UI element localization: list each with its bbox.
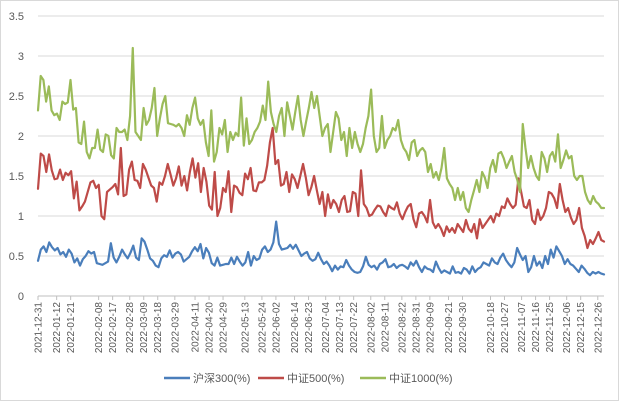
x-tick-label: 2022-04-29: [219, 302, 230, 354]
series-lines: [36, 46, 606, 277]
legend-label-2: 中证1000(%): [389, 372, 453, 385]
y-tick-label: 0: [18, 291, 24, 303]
legend-label-0: 沪深300(%): [193, 371, 250, 385]
x-tick-label: 2022-09-21: [444, 302, 455, 354]
x-tick-label: 2022-04-20: [205, 302, 216, 354]
x-tick-label: 2022-12-15: [576, 302, 587, 354]
y-tick-label: 1.5: [9, 171, 24, 183]
y-axis-ticks: 0 0.5 1 1.5 2 2.5 3 3.5: [9, 11, 24, 303]
x-tick-label: 2022-10-18: [486, 302, 497, 354]
x-tick-label: 2022-05-13: [240, 302, 251, 354]
series-line-0: [36, 220, 606, 277]
x-tick-label: 2022-07-22: [349, 302, 360, 354]
y-tick-label: 3: [18, 51, 24, 63]
y-tick-label: 1: [18, 211, 24, 223]
x-tick-label: 2022-01-12: [52, 302, 63, 354]
x-tick-label: 2022-11-07: [517, 302, 528, 353]
x-tick-label: 2022-07-04: [321, 302, 332, 354]
x-tick-label: 2022-07-13: [335, 302, 346, 354]
series-line-2: [36, 46, 606, 214]
x-tick-label: 2022-06-14: [290, 302, 301, 354]
x-tick-label: 2022-03-09: [139, 302, 150, 354]
x-tick-label: 2022-10-27: [500, 302, 511, 354]
x-tick-label: 2022-04-11: [191, 302, 202, 353]
x-tick-label: 2022-02-17: [108, 302, 119, 354]
x-tick-label: 2022-08-31: [411, 302, 422, 354]
x-tick-label: 2022-11-25: [545, 302, 556, 353]
x-tick-label: 2022-03-29: [170, 302, 181, 354]
y-tick-label: 2: [18, 131, 24, 143]
x-tick-label: 2022-01-21: [66, 302, 77, 354]
x-tick-label: 2022-05-24: [257, 302, 268, 354]
x-tick-label: 2022-11-16: [531, 302, 542, 353]
x-tick-label: 2022-06-23: [304, 302, 315, 354]
x-tick-label: 2021-12-31: [34, 302, 45, 354]
y-tick-label: 3.5: [9, 11, 24, 23]
series-line-1: [36, 126, 606, 250]
x-tick-label: 2022-06-02: [271, 302, 282, 354]
x-tick-label: 2022-08-11: [380, 302, 391, 353]
x-tick-label: 2022-12-26: [593, 302, 604, 354]
x-tick-label: 2022-08-22: [397, 302, 408, 354]
x-tick-label: 2022-08-02: [366, 302, 377, 354]
x-tick-label: 2022-09-09: [425, 302, 436, 354]
y-tick-label: 2.5: [9, 91, 24, 103]
x-tick-label: 2022-09-30: [458, 302, 469, 354]
x-tick-label: 2022-03-18: [153, 302, 164, 354]
x-tick-label: 2022-12-06: [562, 302, 573, 354]
y-tick-label: 0.5: [9, 251, 24, 263]
legend: 沪深300(%) 中证500(%) 中证1000(%): [164, 371, 453, 385]
x-axis-ticks: 2021-12-31 2022-01-12 2022-01-21 2022-02-08…: [34, 296, 604, 354]
x-tick-label: 2022-02-28: [125, 302, 136, 354]
legend-label-1: 中证500(%): [287, 372, 344, 385]
x-tick-label: 2022-02-08: [94, 302, 105, 354]
